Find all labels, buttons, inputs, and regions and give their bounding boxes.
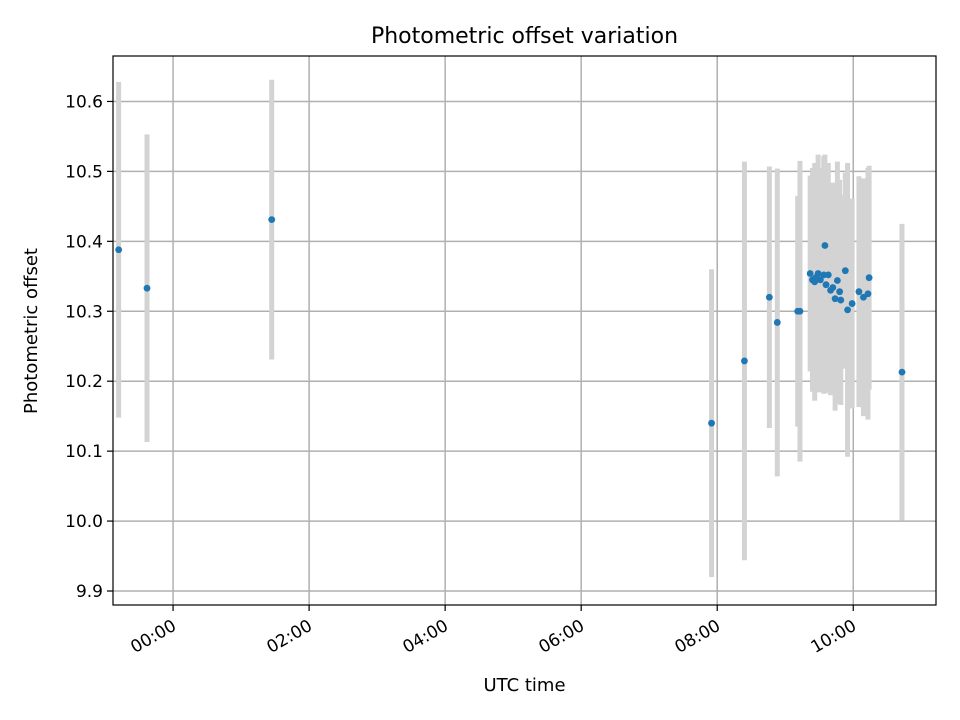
y-axis-ticks: 9.9 10.0 10.1 10.2 10.3 10.4 10.5 10.6 bbox=[65, 92, 113, 602]
y-tick-label: 10.2 bbox=[65, 372, 103, 392]
error-bars bbox=[116, 79, 905, 578]
x-axis-ticks: 00:00 02:00 04:00 06:00 08:00 10:00 bbox=[127, 605, 860, 658]
plot-area-frame bbox=[112, 55, 937, 606]
data-point bbox=[806, 270, 814, 277]
data-point bbox=[822, 281, 830, 289]
x-axis-label: UTC time bbox=[483, 675, 565, 696]
data-point bbox=[864, 290, 872, 298]
data-point bbox=[814, 270, 822, 277]
data-point bbox=[829, 284, 837, 291]
data-point bbox=[898, 368, 906, 376]
data-point bbox=[143, 284, 151, 292]
chart-title: Photometric offset variation bbox=[371, 24, 678, 49]
data-point bbox=[831, 295, 839, 303]
x-tick-label: 08:00 bbox=[672, 616, 724, 658]
data-point bbox=[833, 277, 841, 284]
x-tick-label: 06:00 bbox=[536, 616, 588, 658]
y-tick-label: 10.4 bbox=[65, 232, 103, 252]
data-point bbox=[816, 276, 824, 284]
data-point bbox=[865, 274, 873, 282]
y-tick-label: 10.3 bbox=[65, 302, 103, 322]
data-point bbox=[837, 296, 845, 304]
y-tick-label: 9.9 bbox=[76, 582, 103, 602]
data-point bbox=[773, 319, 781, 326]
y-tick-label: 10.5 bbox=[65, 162, 103, 182]
data-points bbox=[115, 216, 906, 427]
y-tick-label: 10.0 bbox=[65, 512, 103, 532]
x-tick-label: 10:00 bbox=[808, 616, 860, 658]
data-point bbox=[796, 307, 804, 315]
x-tick-label: 00:00 bbox=[127, 616, 179, 658]
data-point bbox=[741, 357, 748, 365]
data-point bbox=[855, 288, 863, 296]
data-point bbox=[821, 242, 829, 249]
data-point bbox=[844, 306, 851, 314]
data-point bbox=[268, 216, 276, 224]
x-tick-label: 02:00 bbox=[263, 616, 315, 658]
y-axis-label: Photometric offset bbox=[21, 248, 42, 414]
data-point bbox=[841, 267, 849, 275]
data-point bbox=[115, 246, 123, 254]
y-tick-label: 10.6 bbox=[65, 92, 103, 112]
data-point bbox=[824, 271, 832, 279]
data-point bbox=[765, 293, 773, 301]
data-point bbox=[836, 288, 844, 296]
data-point bbox=[708, 419, 715, 427]
x-tick-label: 04:00 bbox=[399, 616, 451, 658]
y-tick-label: 10.1 bbox=[65, 442, 103, 462]
data-point bbox=[848, 300, 856, 307]
